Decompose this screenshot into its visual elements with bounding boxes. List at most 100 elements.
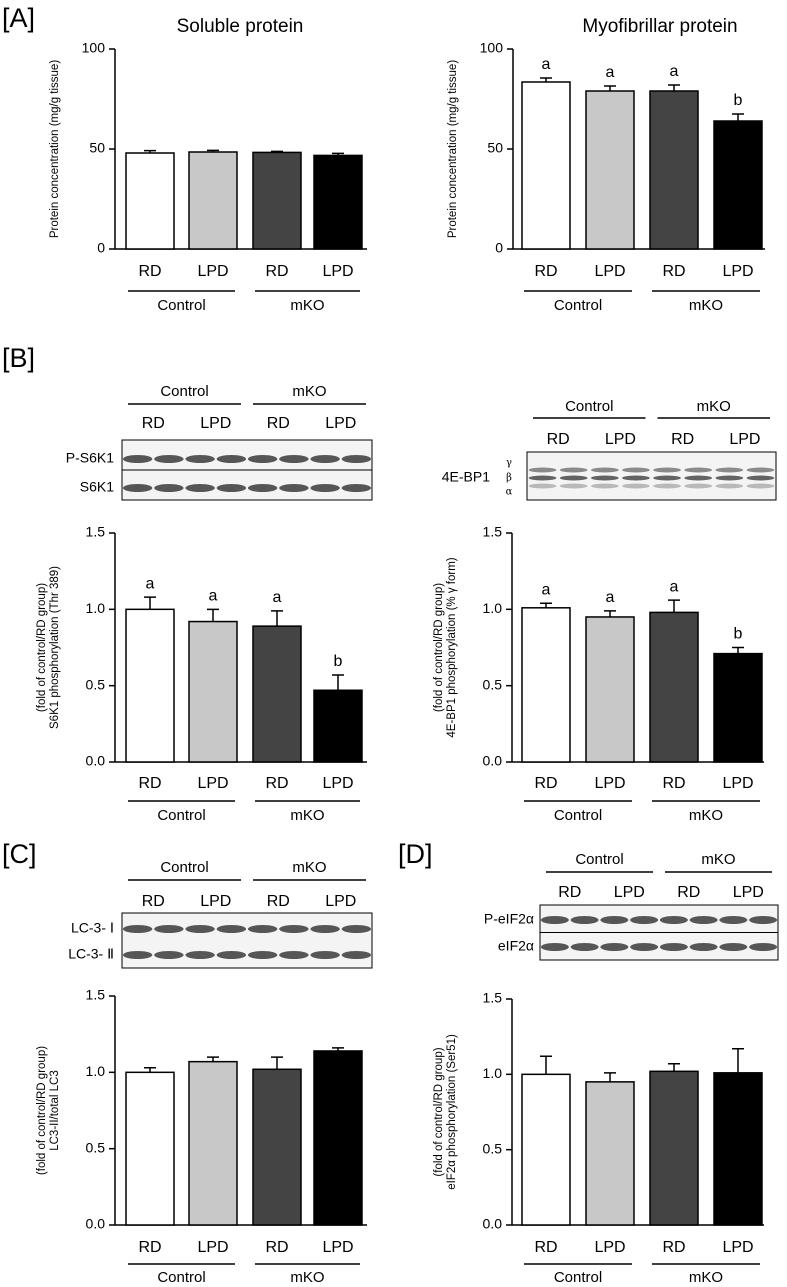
x-tick-label: RD <box>662 1239 685 1256</box>
blot-band <box>185 484 215 492</box>
significance-letter: a <box>670 578 679 595</box>
blot-lane-label: LPD <box>729 431 760 448</box>
group-label: mKO <box>689 297 723 314</box>
blot-band <box>247 951 278 959</box>
blot-lane-label: RD <box>267 893 290 910</box>
x-tick-label: LPD <box>197 775 228 792</box>
bar <box>188 620 238 763</box>
blot-row-label: LC-3- Ⅱ <box>68 946 114 962</box>
blot-band <box>622 467 650 473</box>
blot-band <box>570 943 599 951</box>
bar <box>713 1072 763 1226</box>
bar <box>188 151 238 250</box>
blot-band <box>689 916 718 924</box>
error-bar <box>207 1056 219 1062</box>
significance-letter: b <box>734 626 743 643</box>
blot-band <box>653 475 681 481</box>
y-tick-label: 1.5 <box>483 524 503 540</box>
blot-band <box>154 925 184 933</box>
group-label: mKO <box>290 297 324 314</box>
y-tick-label: 100 <box>82 40 106 56</box>
group-label: Control <box>157 807 205 824</box>
x-tick-label: LPD <box>322 775 353 792</box>
blot-band <box>247 925 278 933</box>
error-bar <box>271 1056 283 1070</box>
error-bar <box>332 674 344 691</box>
blot-band <box>154 455 184 463</box>
error-bar <box>271 610 283 627</box>
error-bar <box>732 113 744 121</box>
blot-image <box>121 912 373 969</box>
blot-lane-label: LPD <box>605 431 636 448</box>
blot-band <box>590 483 619 489</box>
blot-band <box>279 484 309 492</box>
x-tick-label: LPD <box>722 263 753 280</box>
bar <box>521 1073 571 1226</box>
error-bar <box>332 1047 344 1051</box>
blot-band <box>715 467 744 473</box>
blot-band <box>746 467 775 473</box>
blot-band <box>630 916 659 924</box>
blot-lane-label: LPD <box>200 893 231 910</box>
blot-band <box>216 951 247 959</box>
blot-lane-label: LPD <box>325 893 356 910</box>
bar <box>649 1070 699 1226</box>
blot-group-label: Control <box>575 851 623 868</box>
blot-row-label: S6K1 <box>80 479 114 495</box>
error-bar <box>540 602 552 608</box>
bar <box>585 90 635 250</box>
x-tick-label: LPD <box>197 263 228 280</box>
blot-band <box>528 467 557 473</box>
blot-band <box>689 943 718 951</box>
blot-band <box>715 475 744 481</box>
bar <box>188 1060 238 1226</box>
y-tick-label: 0.0 <box>483 1216 503 1232</box>
blot-band <box>279 925 309 933</box>
blot-group-label: mKO <box>697 398 731 415</box>
blot-band <box>622 475 650 481</box>
blot-group-label: Control <box>160 859 208 876</box>
x-tick-label: LPD <box>197 1239 228 1256</box>
chart-title: Myofibrillar protein <box>582 16 737 37</box>
significance-letter: a <box>273 589 282 606</box>
y-tick-label: 1.0 <box>483 1065 503 1081</box>
blot-band <box>216 484 247 492</box>
x-tick-label: LPD <box>594 263 625 280</box>
blot-band <box>310 951 340 959</box>
blot-band <box>341 925 372 933</box>
blot-band <box>684 467 713 473</box>
blot-isoform-label: α <box>506 487 513 498</box>
x-tick-label: LPD <box>322 1239 353 1256</box>
y-tick-label: 50 <box>487 140 503 156</box>
error-bar <box>604 1072 616 1082</box>
blot-band <box>310 484 340 492</box>
blot-lane-label: RD <box>558 884 581 901</box>
significance-letter: a <box>606 64 615 81</box>
blot-band <box>659 943 688 951</box>
blot-lane-label: RD <box>677 884 700 901</box>
significance-letter: a <box>542 581 551 598</box>
blot-band <box>715 483 744 489</box>
bar <box>313 154 363 250</box>
y-tick-label: 1.0 <box>86 1063 106 1079</box>
bar <box>125 152 175 250</box>
error-bar <box>668 599 680 613</box>
blot-band <box>528 475 557 481</box>
blot-band <box>185 455 215 463</box>
significance-letter: b <box>734 92 743 109</box>
blot-band <box>684 475 713 481</box>
blot-band <box>653 483 681 489</box>
x-tick-label: RD <box>662 263 685 280</box>
blot-band <box>559 483 588 489</box>
y-tick-label: 0.5 <box>483 676 503 692</box>
blot-band <box>122 455 153 463</box>
x-tick-label: RD <box>534 775 557 792</box>
blot-row-label: 4E-BP1 <box>442 469 490 485</box>
panel-label: [B] <box>2 343 35 373</box>
blot-band <box>653 467 681 473</box>
blot-band <box>122 951 153 959</box>
blot-band <box>749 916 778 924</box>
blot-band <box>247 455 278 463</box>
error-bar <box>144 149 156 153</box>
